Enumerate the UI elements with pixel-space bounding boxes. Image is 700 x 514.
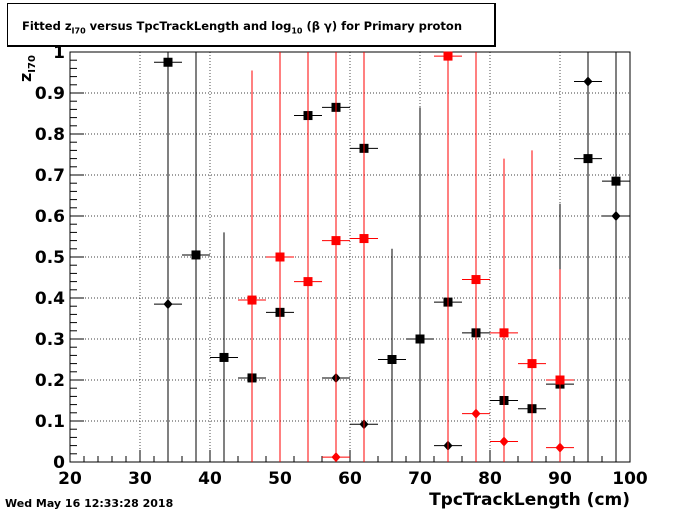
data-point-square: [443, 51, 453, 61]
data-point-square: [415, 334, 425, 344]
y-tick-label: 1: [53, 43, 65, 63]
x-tick-label: 100: [612, 469, 648, 489]
data-point-square: [303, 277, 313, 287]
data-point-square: [611, 176, 621, 186]
data-point-square: [583, 154, 593, 164]
data-point-diamond: [471, 408, 481, 419]
x-axis-label: TpcTrackLength (cm): [429, 490, 630, 510]
y-axis-label: zI70: [16, 55, 39, 82]
chart-title: Fitted zI70 versus TpcTrackLength and lo…: [22, 19, 462, 35]
y-tick-label: 0.9: [35, 84, 65, 104]
x-tick-label: 40: [198, 469, 222, 489]
y-tick-label: 0.5: [35, 248, 65, 268]
x-tick-label: 60: [338, 469, 362, 489]
data-point-diamond: [583, 76, 593, 87]
title-prefix: Fitted z: [22, 19, 72, 33]
title-middle: versus TpcTrackLength and log: [85, 19, 292, 33]
title-sub2: 10: [291, 26, 303, 36]
data-point-diamond: [331, 452, 341, 463]
data-point-square: [275, 252, 285, 262]
x-tick-label: 80: [478, 469, 502, 489]
data-point-square: [219, 352, 229, 362]
x-tick-label: 50: [268, 469, 292, 489]
x-tick-label: 30: [128, 469, 152, 489]
title-suffix: (β γ) for Primary proton: [302, 19, 463, 33]
data-point-square: [499, 328, 509, 338]
data-point-square: [247, 295, 257, 305]
data-point-diamond: [611, 211, 621, 221]
y-tick-label: 0.7: [35, 166, 65, 186]
timestamp: Wed May 16 12:33:28 2018: [5, 497, 174, 510]
y-tick-label: 0.2: [35, 371, 65, 391]
y-tick-label: 0.4: [35, 289, 65, 309]
x-tick-label: 70: [408, 469, 432, 489]
chart-title-box: Fitted zI70 versus TpcTrackLength and lo…: [7, 3, 496, 47]
y-tick-label: 0.6: [35, 207, 65, 227]
data-point-square: [163, 57, 173, 67]
data-point-diamond: [499, 436, 509, 447]
y-tick-label: 0.3: [35, 330, 65, 350]
data-point-square: [387, 355, 397, 364]
data-point-square: [555, 375, 565, 385]
y-tick-label: 0: [53, 453, 65, 473]
data-point-square: [359, 234, 369, 244]
data-point-square: [191, 250, 201, 260]
data-point-square: [471, 275, 481, 285]
x-tick-label: 90: [548, 469, 572, 489]
data-point-square: [331, 236, 341, 246]
data-point-diamond: [555, 442, 565, 453]
data-point-square: [527, 359, 537, 369]
y-tick-label: 0.1: [35, 412, 65, 432]
y-tick-label: 0.8: [35, 125, 65, 145]
title-sub: I70: [71, 26, 86, 36]
x-tick-label: 20: [58, 469, 82, 489]
data-point-diamond: [163, 299, 173, 310]
